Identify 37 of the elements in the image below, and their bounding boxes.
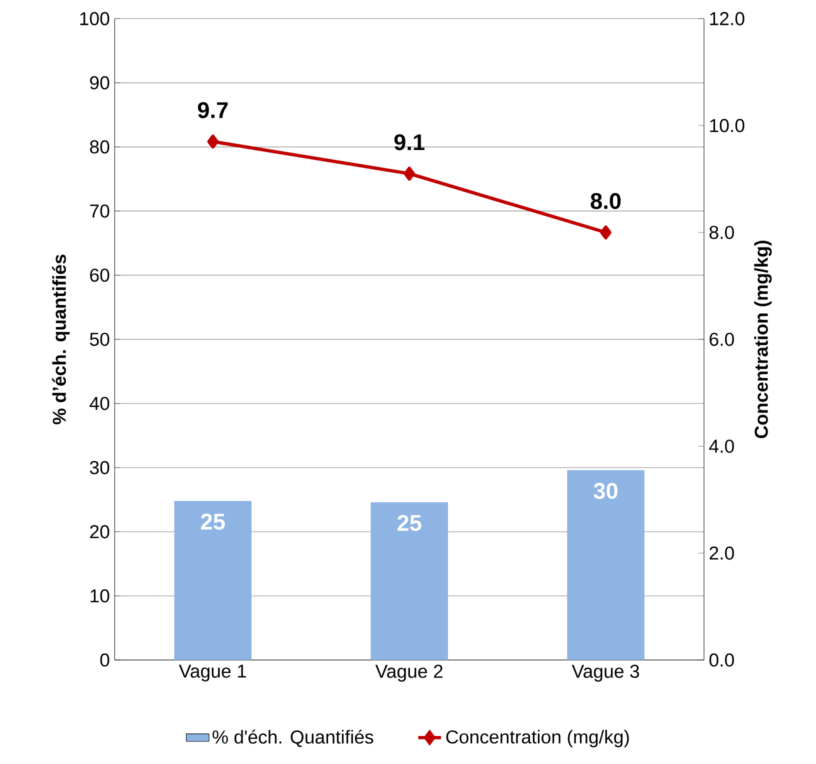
data-label: 9.7 [198, 102, 228, 118]
point [404, 166, 416, 181]
y-tick-label: 80 [90, 140, 110, 154]
bar [567, 470, 644, 660]
data-label: 9.1 [394, 134, 424, 150]
y2-tick-label: 10.0 [710, 118, 744, 132]
y-tick-label: 100 [80, 12, 110, 26]
x-tick-label: Vague 3 [572, 664, 640, 682]
y-tick-label: 70 [90, 204, 110, 218]
bar [174, 500, 252, 660]
y2-tick-label: 6.0 [710, 332, 734, 346]
data-label: 25 [201, 514, 225, 530]
point [207, 134, 219, 149]
y2-tick-label: 8.0 [710, 226, 734, 240]
y-tick-label: 10 [90, 589, 110, 602]
legend-label: % d'éch. Quantifiés [212, 730, 374, 748]
y-tick-label: 20 [90, 525, 110, 538]
y2-axis-title: Concentration (mg/kg) [754, 240, 772, 438]
y-tick-label: 0 [100, 653, 110, 667]
y2-tick-label: 2.0 [710, 546, 734, 560]
bar [370, 502, 448, 660]
x-tick-label: Vague 2 [375, 664, 442, 682]
point [600, 225, 612, 240]
y-tick-label: 50 [90, 332, 110, 346]
data-label: 30 [594, 482, 618, 499]
y-tick-label: 40 [90, 396, 110, 410]
y2-tick-label: 4.0 [709, 440, 734, 453]
data-label: 25 [398, 514, 422, 531]
data-label: 8.0 [590, 193, 621, 210]
y-tick-label: 90 [90, 76, 110, 90]
y-axis-title: % d’éch. quantifiés [52, 254, 70, 424]
x-tick-label: Vague 1 [178, 664, 246, 682]
y2-tick-label: 12.0 [710, 12, 744, 26]
legend-label: Concentration (mg/kg) [446, 730, 629, 748]
y2-tick-label: 0.0 [709, 653, 734, 667]
y-tick-label: 60 [90, 268, 110, 282]
y-tick-label: 30 [90, 460, 110, 474]
